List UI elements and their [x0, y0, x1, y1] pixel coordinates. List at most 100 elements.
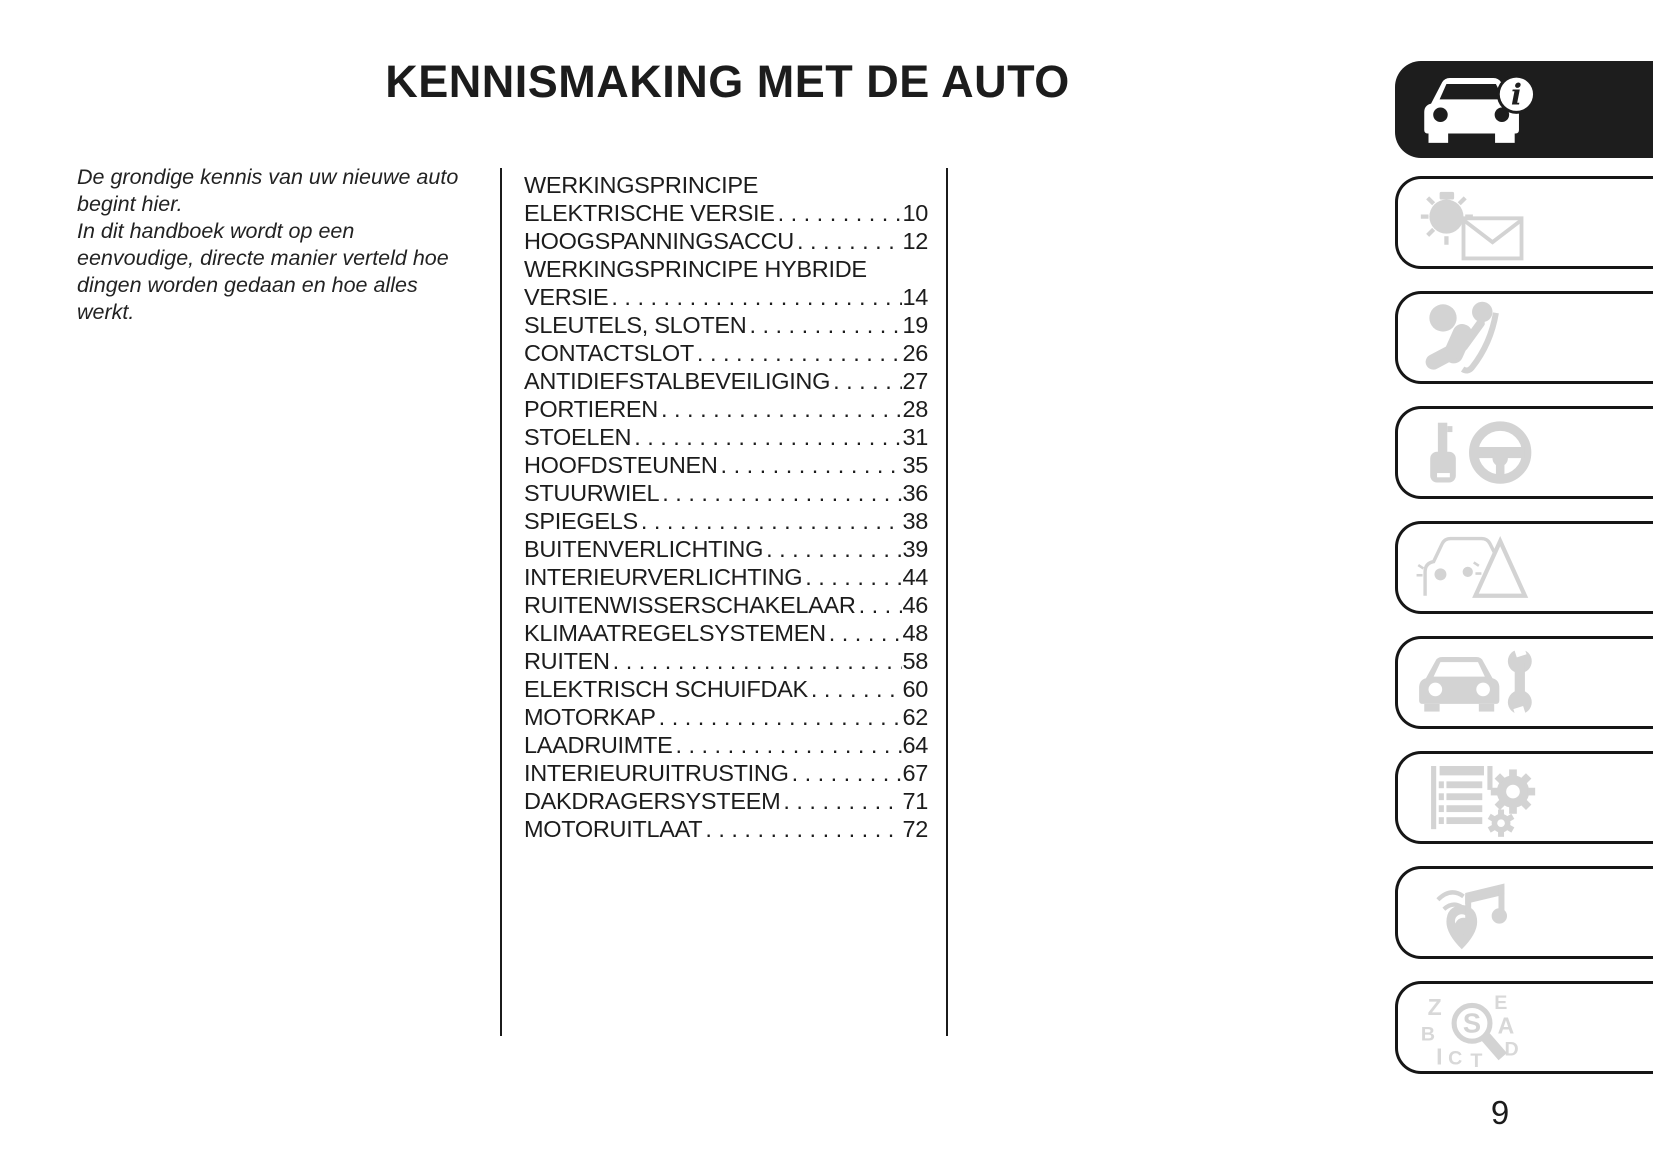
toc-entry[interactable]: RUITENWISSERSCHAKELAAR 46 — [524, 591, 928, 619]
sidebar-tab-instrument-panel[interactable] — [1395, 176, 1653, 269]
toc-entry-label: DAKDRAGERSYSTEEM — [524, 788, 781, 814]
dot-leader — [631, 423, 902, 451]
page-number: 9 — [1490, 1094, 1510, 1131]
toc-entry-label: KLIMAATREGELSYSTEMEN — [524, 620, 826, 646]
intro-text: De grondige kennis van uw nieuwe auto beg… — [77, 164, 507, 326]
toc-entry-label: SPIEGELS — [524, 508, 638, 534]
sidebar-tab-know-your-car[interactable]: i — [1395, 61, 1653, 158]
toc-entry-label: ANTIDIEFSTALBEVEILIGING — [524, 368, 831, 394]
toc-page-number: 10 — [902, 200, 928, 226]
toc-page-number: 31 — [902, 424, 928, 450]
toc-entry-label: STUURWIEL — [524, 480, 660, 506]
dot-leader — [780, 787, 902, 815]
spec-sheet-gears-icon — [1431, 765, 1536, 837]
toc-entry-label: INTERIEURUITRUSTING — [524, 760, 789, 786]
toc-entry[interactable]: STOELEN 31 — [524, 423, 928, 451]
toc-entry[interactable]: LAADRUIMTE 64 — [524, 731, 928, 759]
toc-entry-label: HOOGSPANNINGSACCU — [524, 228, 794, 254]
toc-entry[interactable]: ELEKTRISCHE VERSIE 10 — [524, 199, 928, 227]
toc-page-number: 14 — [902, 284, 928, 310]
toc-entry-label: BUITENVERLICHTING — [524, 536, 764, 562]
car-info-icon: i — [1424, 74, 1537, 143]
toc-page-number: 12 — [902, 228, 928, 254]
dot-leader — [694, 339, 903, 367]
dot-leader — [808, 675, 903, 703]
dot-leader — [672, 731, 902, 759]
toc-entry-label: SLEUTELS, SLOTEN — [524, 312, 747, 338]
toc-page-number: 38 — [902, 508, 928, 534]
sidebar-tab-index[interactable]: Z E B A I C T D S — [1395, 981, 1653, 1074]
sidebar-tab-emergency[interactable] — [1395, 521, 1653, 614]
svg-text:Z: Z — [1428, 993, 1442, 1019]
toc-page-number: 36 — [902, 480, 928, 506]
intro-line: dingen worden gedaan en hoe alles — [77, 273, 418, 297]
toc-entry[interactable]: DAKDRAGERSYSTEEM 71 — [524, 787, 928, 815]
toc-entry[interactable]: STUURWIEL 36 — [524, 479, 928, 507]
toc-entry[interactable]: SPIEGELS 38 — [524, 507, 928, 535]
toc-entry[interactable]: HOOFDSTEUNEN 35 — [524, 451, 928, 479]
toc-entry[interactable]: ANTIDIEFSTALBEVEILIGING 27 — [524, 367, 928, 395]
dot-leader — [789, 759, 903, 787]
toc-page-number: 67 — [902, 760, 928, 786]
toc-entry[interactable]: BUITENVERLICHTING 39 — [524, 535, 928, 563]
toc-entry[interactable]: MOTORUITLAAT 72 — [524, 815, 928, 843]
toc-page-number: 62 — [902, 704, 928, 730]
page-title: KENNISMAKING MET DE AUTO — [385, 56, 1070, 107]
dot-leader — [830, 367, 902, 395]
toc-entry[interactable]: HOOGSPANNINGSACCU 12 — [524, 227, 928, 255]
toc-page-number: 72 — [902, 816, 928, 842]
dot-leader — [702, 815, 902, 843]
sidebar-tab-starting-driving[interactable] — [1395, 406, 1653, 499]
car-warning-triangle-icon — [1416, 535, 1529, 598]
toc-entry[interactable]: PORTIEREN 28 — [524, 395, 928, 423]
sidebar-tab-multimedia[interactable] — [1395, 866, 1653, 959]
dot-leader — [718, 451, 903, 479]
toc-entry[interactable]: MOTORKAP 62 — [524, 703, 928, 731]
alphabetical-index-search-icon: Z E B A I C T D S — [1421, 991, 1519, 1068]
toc-entry[interactable]: INTERIEURUITRUSTING 67 — [524, 759, 928, 787]
intro-line: werkt. — [77, 300, 135, 324]
car-wrench-icon — [1419, 643, 1532, 720]
dot-leader — [794, 227, 902, 255]
toc-entry-label: CONTACTSLOT — [524, 340, 694, 366]
toc-page-number: 44 — [902, 564, 928, 590]
svg-text:I: I — [1436, 1043, 1442, 1068]
svg-text:B: B — [1421, 1023, 1435, 1045]
warning-light-message-icon — [1420, 191, 1524, 260]
toc-page-number: 27 — [902, 368, 928, 394]
dot-leader — [658, 395, 902, 423]
toc-page-number: 58 — [902, 648, 928, 674]
svg-text:T: T — [1470, 1049, 1482, 1068]
dot-leader — [608, 283, 902, 311]
toc-entry-label: ELEKTRISCH SCHUIFDAK — [524, 676, 808, 702]
toc-entry-label: INTERIEURVERLICHTING — [524, 564, 803, 590]
dot-leader — [656, 703, 903, 731]
intro-line: In dit handboek wordt op een — [77, 219, 355, 243]
dot-leader — [856, 591, 903, 619]
intro-line: eenvoudige, directe manier verteld hoe — [77, 246, 449, 270]
dot-leader — [610, 647, 903, 675]
toc-page-number: 26 — [902, 340, 928, 366]
toc-page-number: 39 — [902, 536, 928, 562]
toc-entry[interactable]: VERSIE 14 — [524, 283, 928, 311]
toc-entry-label: MOTORUITLAAT — [524, 816, 703, 842]
toc-page-number: 60 — [902, 676, 928, 702]
sidebar-tab-servicing[interactable] — [1395, 636, 1653, 729]
dot-leader — [763, 535, 902, 563]
toc-entry[interactable]: KLIMAATREGELSYSTEMEN 48 — [524, 619, 928, 647]
toc-entry[interactable]: ELEKTRISCH SCHUIFDAK 60 — [524, 675, 928, 703]
toc-entry[interactable]: RUITEN 58 — [524, 647, 928, 675]
key-steering-wheel-icon — [1430, 420, 1532, 484]
toc-entry[interactable]: SLEUTELS, SLOTEN 19 — [524, 311, 928, 339]
dot-leader — [802, 563, 902, 591]
svg-text:S: S — [1463, 1007, 1481, 1038]
toc-entry[interactable]: INTERIEURVERLICHTING 44 — [524, 563, 928, 591]
toc-page-number: 71 — [902, 788, 928, 814]
sidebar-tab-safety[interactable] — [1395, 291, 1653, 384]
toc-entry[interactable]: CONTACTSLOT 26 — [524, 339, 928, 367]
dot-leader — [746, 311, 902, 339]
svg-text:i: i — [1511, 77, 1522, 111]
sidebar-tab-technical-data[interactable] — [1395, 751, 1653, 844]
toc-entry-label: VERSIE — [524, 284, 609, 310]
